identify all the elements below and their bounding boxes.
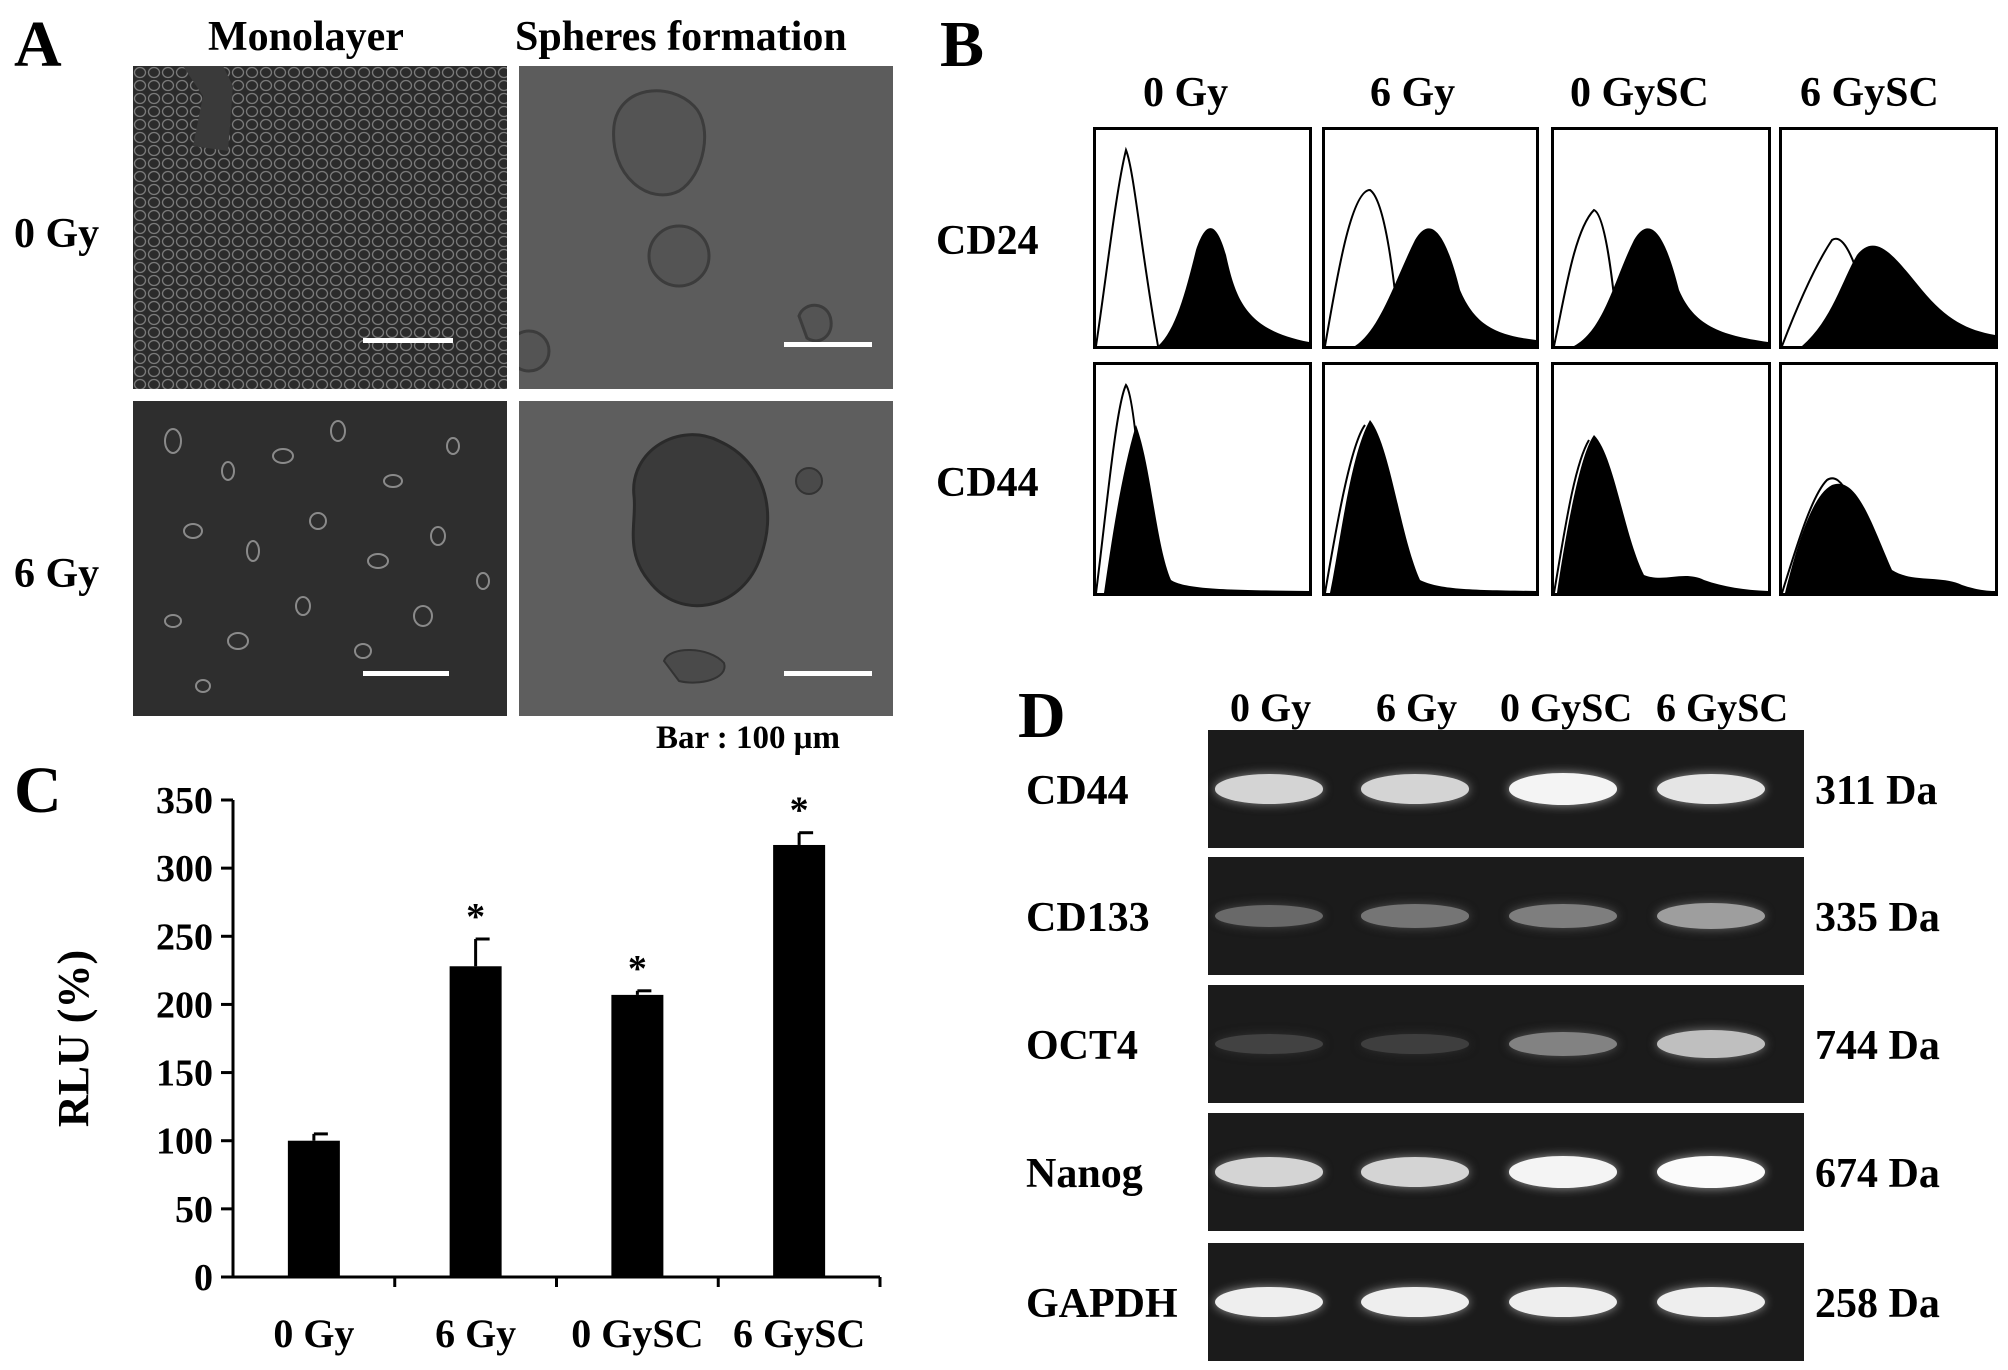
gel-band bbox=[1509, 904, 1617, 928]
panel-a-row-0gy: 0 Gy bbox=[14, 211, 100, 257]
gel-band bbox=[1215, 1286, 1323, 1318]
panel-a-header-spheres: Spheres formation bbox=[515, 14, 847, 60]
gel-band bbox=[1215, 1157, 1323, 1187]
gel-band bbox=[1509, 1156, 1617, 1188]
gel-size-label: 744 Da bbox=[1815, 1023, 1940, 1069]
gel-gene-label: GAPDH bbox=[1026, 1281, 1178, 1327]
facs-cd44-0gy bbox=[1093, 362, 1312, 596]
gel-band bbox=[1215, 774, 1323, 804]
gel-band bbox=[1509, 773, 1617, 805]
gel-gene-label: CD44 bbox=[1026, 768, 1129, 814]
panel-b-row-cd24: CD24 bbox=[936, 218, 1039, 264]
y-tick-label: 350 bbox=[156, 780, 213, 822]
micrograph-monolayer-6gy bbox=[133, 401, 507, 716]
gel-strip-cd44 bbox=[1208, 730, 1804, 848]
scale-bar bbox=[784, 342, 872, 347]
panel-d-letter: D bbox=[1018, 679, 1066, 752]
facs-cd44-6gysc bbox=[1779, 362, 1998, 596]
significance-star: * bbox=[628, 948, 647, 990]
bar-chart: 0 50 100 150 200 250 300 350 RLU (%) 0 Gy * 6 Gy * 0 … bbox=[49, 780, 882, 1356]
bar bbox=[773, 844, 826, 1277]
gel-band bbox=[1509, 1286, 1617, 1318]
y-tick-label: 250 bbox=[156, 916, 213, 958]
bar bbox=[611, 994, 664, 1277]
facs-cd44-0gysc bbox=[1551, 362, 1771, 596]
gel-band bbox=[1657, 773, 1765, 805]
gel-band bbox=[1215, 904, 1323, 928]
panel-b-col-6gy: 6 Gy bbox=[1370, 70, 1456, 116]
micrograph-spheres-6gy bbox=[519, 401, 893, 716]
x-tick-label: 0 GySC bbox=[571, 1311, 703, 1356]
panel-b-col-0gy: 0 Gy bbox=[1143, 70, 1229, 116]
gel-strip-oct4 bbox=[1208, 985, 1804, 1103]
gel-strip-nanog bbox=[1208, 1113, 1804, 1231]
y-tick-label: 100 bbox=[156, 1121, 213, 1163]
panel-c-letter: C bbox=[14, 754, 62, 827]
gel-band bbox=[1361, 1286, 1469, 1318]
panel-b-letter: B bbox=[940, 8, 985, 81]
gel-band bbox=[1215, 1034, 1323, 1054]
gel-size-label: 335 Da bbox=[1815, 895, 1940, 941]
gel-band bbox=[1361, 1034, 1469, 1054]
scale-bar bbox=[363, 671, 449, 676]
gel-size-label: 258 Da bbox=[1815, 1281, 1940, 1327]
facs-cd44-6gy bbox=[1322, 362, 1539, 596]
gel-band bbox=[1361, 1157, 1469, 1187]
panel-b-col-6gysc: 6 GySC bbox=[1800, 70, 1939, 116]
y-tick-label: 300 bbox=[156, 848, 213, 890]
gel-band bbox=[1361, 904, 1469, 928]
gel-lane-6gysc: 6 GySC bbox=[1656, 685, 1789, 730]
gel-strip-gapdh bbox=[1208, 1243, 1804, 1361]
y-tick-label: 150 bbox=[156, 1053, 213, 1095]
scale-bar bbox=[363, 338, 453, 343]
y-tick-label: 0 bbox=[194, 1257, 213, 1299]
panel-a-letter: A bbox=[14, 8, 62, 81]
gel-lane-0gy: 0 Gy bbox=[1230, 685, 1312, 730]
gel-band bbox=[1361, 774, 1469, 804]
panel-a-header-monolayer: Monolayer bbox=[208, 14, 404, 60]
facs-cd24-6gy bbox=[1322, 127, 1539, 349]
panel-b-row-cd44: CD44 bbox=[936, 460, 1039, 506]
gel-band bbox=[1657, 903, 1765, 929]
bar bbox=[449, 966, 502, 1277]
gel-gene-label: Nanog bbox=[1026, 1151, 1143, 1197]
bar bbox=[287, 1140, 340, 1277]
gel-band bbox=[1657, 1286, 1765, 1318]
panel-a-row-6gy: 6 Gy bbox=[14, 551, 100, 597]
facs-cd24-0gysc bbox=[1551, 127, 1771, 349]
scale-bar bbox=[784, 671, 872, 676]
y-tick-label: 200 bbox=[156, 984, 213, 1026]
gel-band bbox=[1657, 1156, 1765, 1188]
gel-gene-label: OCT4 bbox=[1026, 1023, 1139, 1069]
panel-b-col-0gysc: 0 GySC bbox=[1570, 70, 1709, 116]
y-axis-label: RLU (%) bbox=[49, 950, 98, 1127]
significance-star: * bbox=[466, 896, 485, 938]
significance-star: * bbox=[790, 790, 809, 832]
gel-size-label: 311 Da bbox=[1815, 768, 1938, 814]
gel-strip-cd133 bbox=[1208, 857, 1804, 975]
scale-bar-note: Bar : 100 μm bbox=[656, 720, 840, 756]
gel-gene-label: CD133 bbox=[1026, 895, 1150, 941]
facs-cd24-0gy bbox=[1093, 127, 1312, 349]
x-tick-label: 0 Gy bbox=[273, 1311, 354, 1356]
gel-band bbox=[1509, 1032, 1617, 1056]
x-tick-label: 6 Gy bbox=[435, 1311, 516, 1356]
x-tick-label: 6 GySC bbox=[733, 1311, 865, 1356]
gel-size-label: 674 Da bbox=[1815, 1151, 1940, 1197]
facs-cd24-6gysc bbox=[1779, 127, 1998, 349]
y-tick-label: 50 bbox=[175, 1189, 213, 1231]
gel-band bbox=[1657, 1030, 1765, 1058]
micrograph-monolayer-0gy bbox=[133, 66, 507, 389]
gel-lane-6gy: 6 Gy bbox=[1376, 685, 1458, 730]
micrograph-spheres-0gy bbox=[519, 66, 893, 389]
gel-lane-0gysc: 0 GySC bbox=[1500, 685, 1633, 730]
